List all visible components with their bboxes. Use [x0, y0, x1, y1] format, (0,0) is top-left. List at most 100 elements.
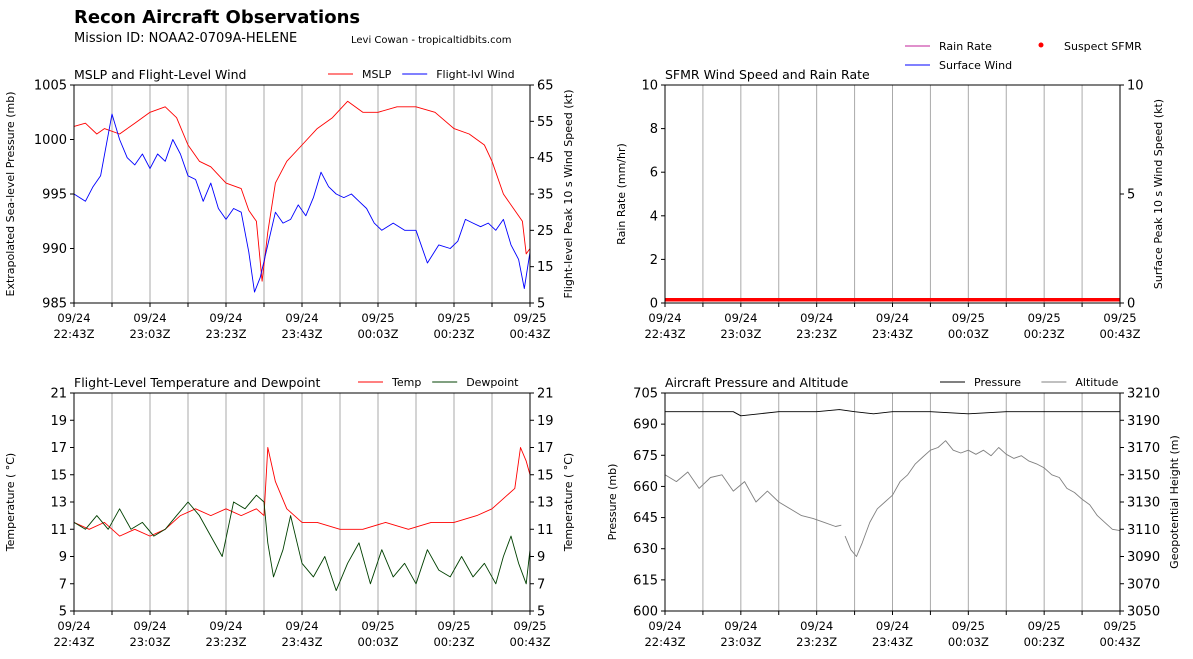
y-right-tick-label: 3090: [1127, 550, 1160, 565]
x-tick-label-time: 00:23Z: [433, 635, 474, 649]
y-right-tick-label: 3210: [1127, 387, 1160, 402]
x-tick-label-time: 23:23Z: [205, 327, 246, 341]
x-tick-label-time: 23:23Z: [205, 635, 246, 649]
y-tick-label: 13: [50, 496, 67, 511]
y-tick-label: 1000: [34, 133, 67, 148]
y-axis-label-right: Geopotential Height (m): [1168, 435, 1181, 569]
y-tick-label: 1005: [34, 79, 67, 94]
y-right-tick-label: 35: [537, 188, 554, 203]
legend-label: Pressure: [974, 376, 1021, 389]
y-tick-label: 6: [650, 166, 658, 181]
x-tick-label-time: 00:23Z: [433, 327, 474, 341]
legend-label: Temp: [391, 376, 421, 389]
x-tick-label-date: 09/24: [724, 619, 757, 633]
x-tick-label-date: 09/24: [133, 311, 166, 325]
x-tick-label-date: 09/25: [1103, 619, 1136, 633]
series-altitude: [664, 471, 842, 527]
y-right-tick-label: 45: [537, 151, 554, 166]
y-tick-label: 19: [50, 414, 67, 429]
y-tick-label: 10: [641, 79, 658, 94]
x-tick-label-date: 09/25: [361, 311, 394, 325]
x-tick-label-date: 09/25: [513, 311, 546, 325]
y-right-tick-label: 21: [537, 387, 554, 402]
x-tick-label-date: 09/24: [285, 619, 318, 633]
page-title: Recon Aircraft Observations: [74, 7, 361, 28]
x-tick-label-date: 09/24: [57, 619, 90, 633]
x-tick-label-date: 09/24: [724, 311, 757, 325]
x-tick-label-date: 09/24: [209, 311, 242, 325]
x-tick-label-time: 00:03Z: [357, 635, 398, 649]
x-tick-label-date: 09/24: [133, 619, 166, 633]
x-tick-label-time: 23:23Z: [796, 635, 837, 649]
y-right-tick-label: 5: [1127, 188, 1135, 203]
y-right-tick-label: 3130: [1127, 496, 1160, 511]
panel-p4: 09/24 22:43Z 09/24 23:03Z 09/24 23:23Z 09/24 23…: [606, 375, 1181, 649]
x-tick-label-date: 09/24: [285, 311, 318, 325]
y-axis-label: Extrapolated Sea-level Pressure (mb): [4, 92, 17, 297]
series-altitude: [844, 440, 1121, 557]
y-right-tick-label: 9: [537, 550, 545, 565]
x-tick-label-time: 23:23Z: [796, 327, 837, 341]
x-tick-label-date: 09/24: [876, 619, 909, 633]
x-tick-label-date: 09/25: [952, 619, 985, 633]
x-tick-label-date: 09/25: [513, 619, 546, 633]
x-tick-label-time: 23:43Z: [281, 635, 322, 649]
x-tick-label-time: 00:23Z: [1024, 635, 1065, 649]
y-right-tick-label: 0: [1127, 297, 1135, 312]
panel-p2: 09/24 22:43Z 09/24 23:03Z 09/24 23:23Z 09/24 23…: [615, 40, 1165, 341]
x-tick-label-time: 23:43Z: [281, 327, 322, 341]
x-tick-label-time: 00:43Z: [509, 327, 550, 341]
legend-label: Flight-lvl Wind: [436, 68, 514, 81]
series-dewpoint: [73, 494, 531, 592]
legend-label: Suspect SFMR: [1064, 40, 1142, 53]
y-tick-label: 0: [650, 297, 658, 312]
x-tick-label-date: 09/24: [800, 619, 833, 633]
y-tick-label: 985: [42, 297, 67, 312]
x-tick-label-time: 22:43Z: [644, 635, 685, 649]
y-right-tick-label: 17: [537, 441, 554, 456]
x-tick-label-time: 00:43Z: [1099, 327, 1140, 341]
x-tick-label-date: 09/25: [437, 311, 470, 325]
mission-id: Mission ID: NOAA2-0709A-HELENE: [74, 31, 298, 46]
x-tick-label-time: 23:03Z: [129, 327, 170, 341]
series-flight-lvl-wind: [73, 113, 531, 293]
x-tick-label-time: 00:03Z: [357, 327, 398, 341]
y-tick-label: 690: [633, 418, 658, 433]
y-right-tick-label: 3110: [1127, 523, 1160, 538]
credit-text: Levi Cowan - tropicaltidbits.com: [351, 35, 512, 46]
x-tick-label-date: 09/24: [648, 311, 681, 325]
x-tick-label-date: 09/24: [209, 619, 242, 633]
panel-title: Aircraft Pressure and Altitude: [665, 375, 849, 390]
y-tick-label: 4: [650, 209, 658, 224]
panel-p1: 09/24 22:43Z 09/24 23:03Z 09/24 23:23Z 09/24 23…: [4, 67, 575, 341]
x-tick-label-time: 00:43Z: [1099, 635, 1140, 649]
panel-title: MSLP and Flight-Level Wind: [74, 67, 246, 82]
x-tick-label-time: 22:43Z: [53, 327, 94, 341]
panel-title: Flight-Level Temperature and Dewpoint: [74, 375, 321, 390]
x-tick-label-date: 09/24: [648, 619, 681, 633]
legend-label: Altitude: [1075, 376, 1118, 389]
legend-marker: [1038, 42, 1044, 48]
legend-label: Dewpoint: [466, 376, 519, 389]
y-right-tick-label: 7: [537, 577, 545, 592]
y-tick-label: 995: [42, 188, 67, 203]
y-axis-label: Temperature ( °C): [4, 453, 17, 552]
y-tick-label: 8: [650, 122, 658, 137]
x-tick-label-date: 09/24: [800, 311, 833, 325]
y-right-tick-label: 3170: [1127, 441, 1160, 456]
series-mslp: [73, 100, 531, 282]
x-tick-label-date: 09/24: [876, 311, 909, 325]
x-tick-label-date: 09/25: [952, 311, 985, 325]
y-tick-label: 645: [633, 511, 658, 526]
y-tick-label: 600: [633, 605, 658, 620]
y-right-tick-label: 3050: [1127, 605, 1160, 620]
x-tick-label-date: 09/25: [1028, 311, 1061, 325]
y-axis-label: Pressure (mb): [606, 464, 619, 541]
x-tick-label-date: 09/25: [361, 619, 394, 633]
y-axis-label-right: Flight-level Peak 10 s Wind Speed (kt): [562, 89, 575, 298]
x-tick-label-date: 09/24: [57, 311, 90, 325]
y-axis-label: Rain Rate (mm/hr): [615, 143, 628, 245]
x-tick-label-time: 23:03Z: [720, 327, 761, 341]
x-tick-label-time: 22:43Z: [644, 327, 685, 341]
